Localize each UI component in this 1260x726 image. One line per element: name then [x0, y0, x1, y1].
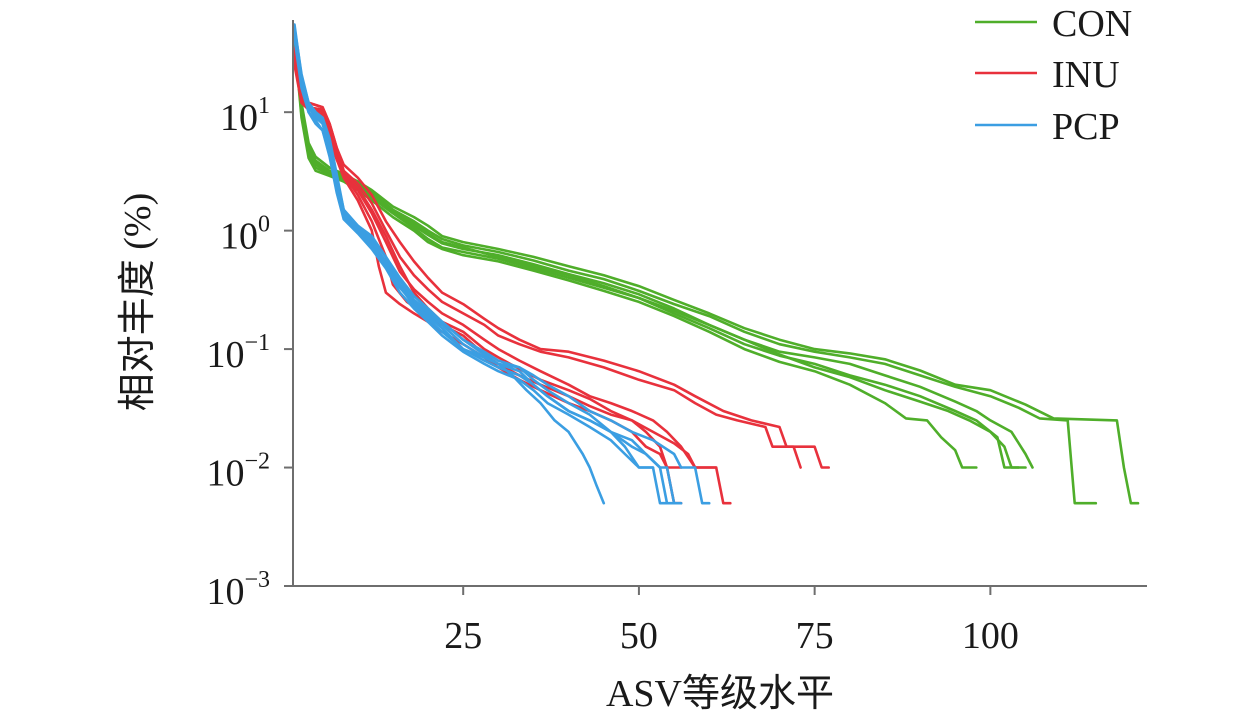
pcp-series [293, 23, 711, 505]
x-tick-label-25: 25 [444, 615, 482, 657]
y-tick-label-base-2: 10 [206, 334, 244, 376]
con-series [293, 26, 1140, 505]
pcp-line-6 [293, 36, 655, 469]
y-tick-label-2: 10−1 [206, 330, 270, 376]
legend-entry-pcp: PCP [975, 106, 1120, 148]
x-tick-label-75: 75 [796, 615, 834, 657]
y-tick-label-exp-0: 1 [258, 93, 270, 119]
x-axis-label: ASV等级水平 [606, 673, 834, 715]
con-line-5 [293, 39, 978, 469]
con-line-4 [293, 36, 1020, 469]
y-tick-label-4: 10−3 [206, 567, 270, 613]
legend-entry-con: CON [975, 3, 1132, 45]
y-tick-label-exp-1: 0 [258, 212, 270, 238]
y-tick-label-base-0: 10 [220, 97, 258, 139]
legend-label-con: CON [1052, 3, 1132, 45]
y-tick-label-base-1: 10 [220, 216, 258, 258]
y-tick-label-base-4: 10 [206, 571, 244, 613]
y-tick-label-base-3: 10 [206, 453, 244, 495]
legend-entry-inu: INU [975, 54, 1120, 96]
pcp-line-4 [293, 26, 711, 505]
y-tick-label-3: 10−2 [206, 449, 270, 495]
y-tick-label-exp-4: −3 [244, 567, 270, 593]
con-line-6 [293, 34, 1027, 469]
x-tick-label-100: 100 [962, 615, 1019, 657]
series-layer [293, 23, 1140, 505]
y-tick-label-0: 101 [220, 93, 270, 139]
y-tick-label-exp-2: −1 [244, 330, 270, 356]
x-tick-label-50: 50 [620, 615, 658, 657]
legend-label-pcp: PCP [1052, 106, 1120, 148]
con-line-2 [293, 30, 1098, 505]
pcp-line-3 [293, 33, 676, 505]
legend-label-inu: INU [1052, 54, 1120, 96]
y-tick-label-exp-3: −2 [244, 449, 270, 475]
legend: CON INU PCP [975, 3, 1132, 148]
y-tick-label-1: 100 [220, 212, 270, 258]
y-axis-label: 相对丰度 (%) [117, 193, 159, 411]
pcp-line-5 [293, 30, 683, 505]
axes [292, 20, 1147, 587]
